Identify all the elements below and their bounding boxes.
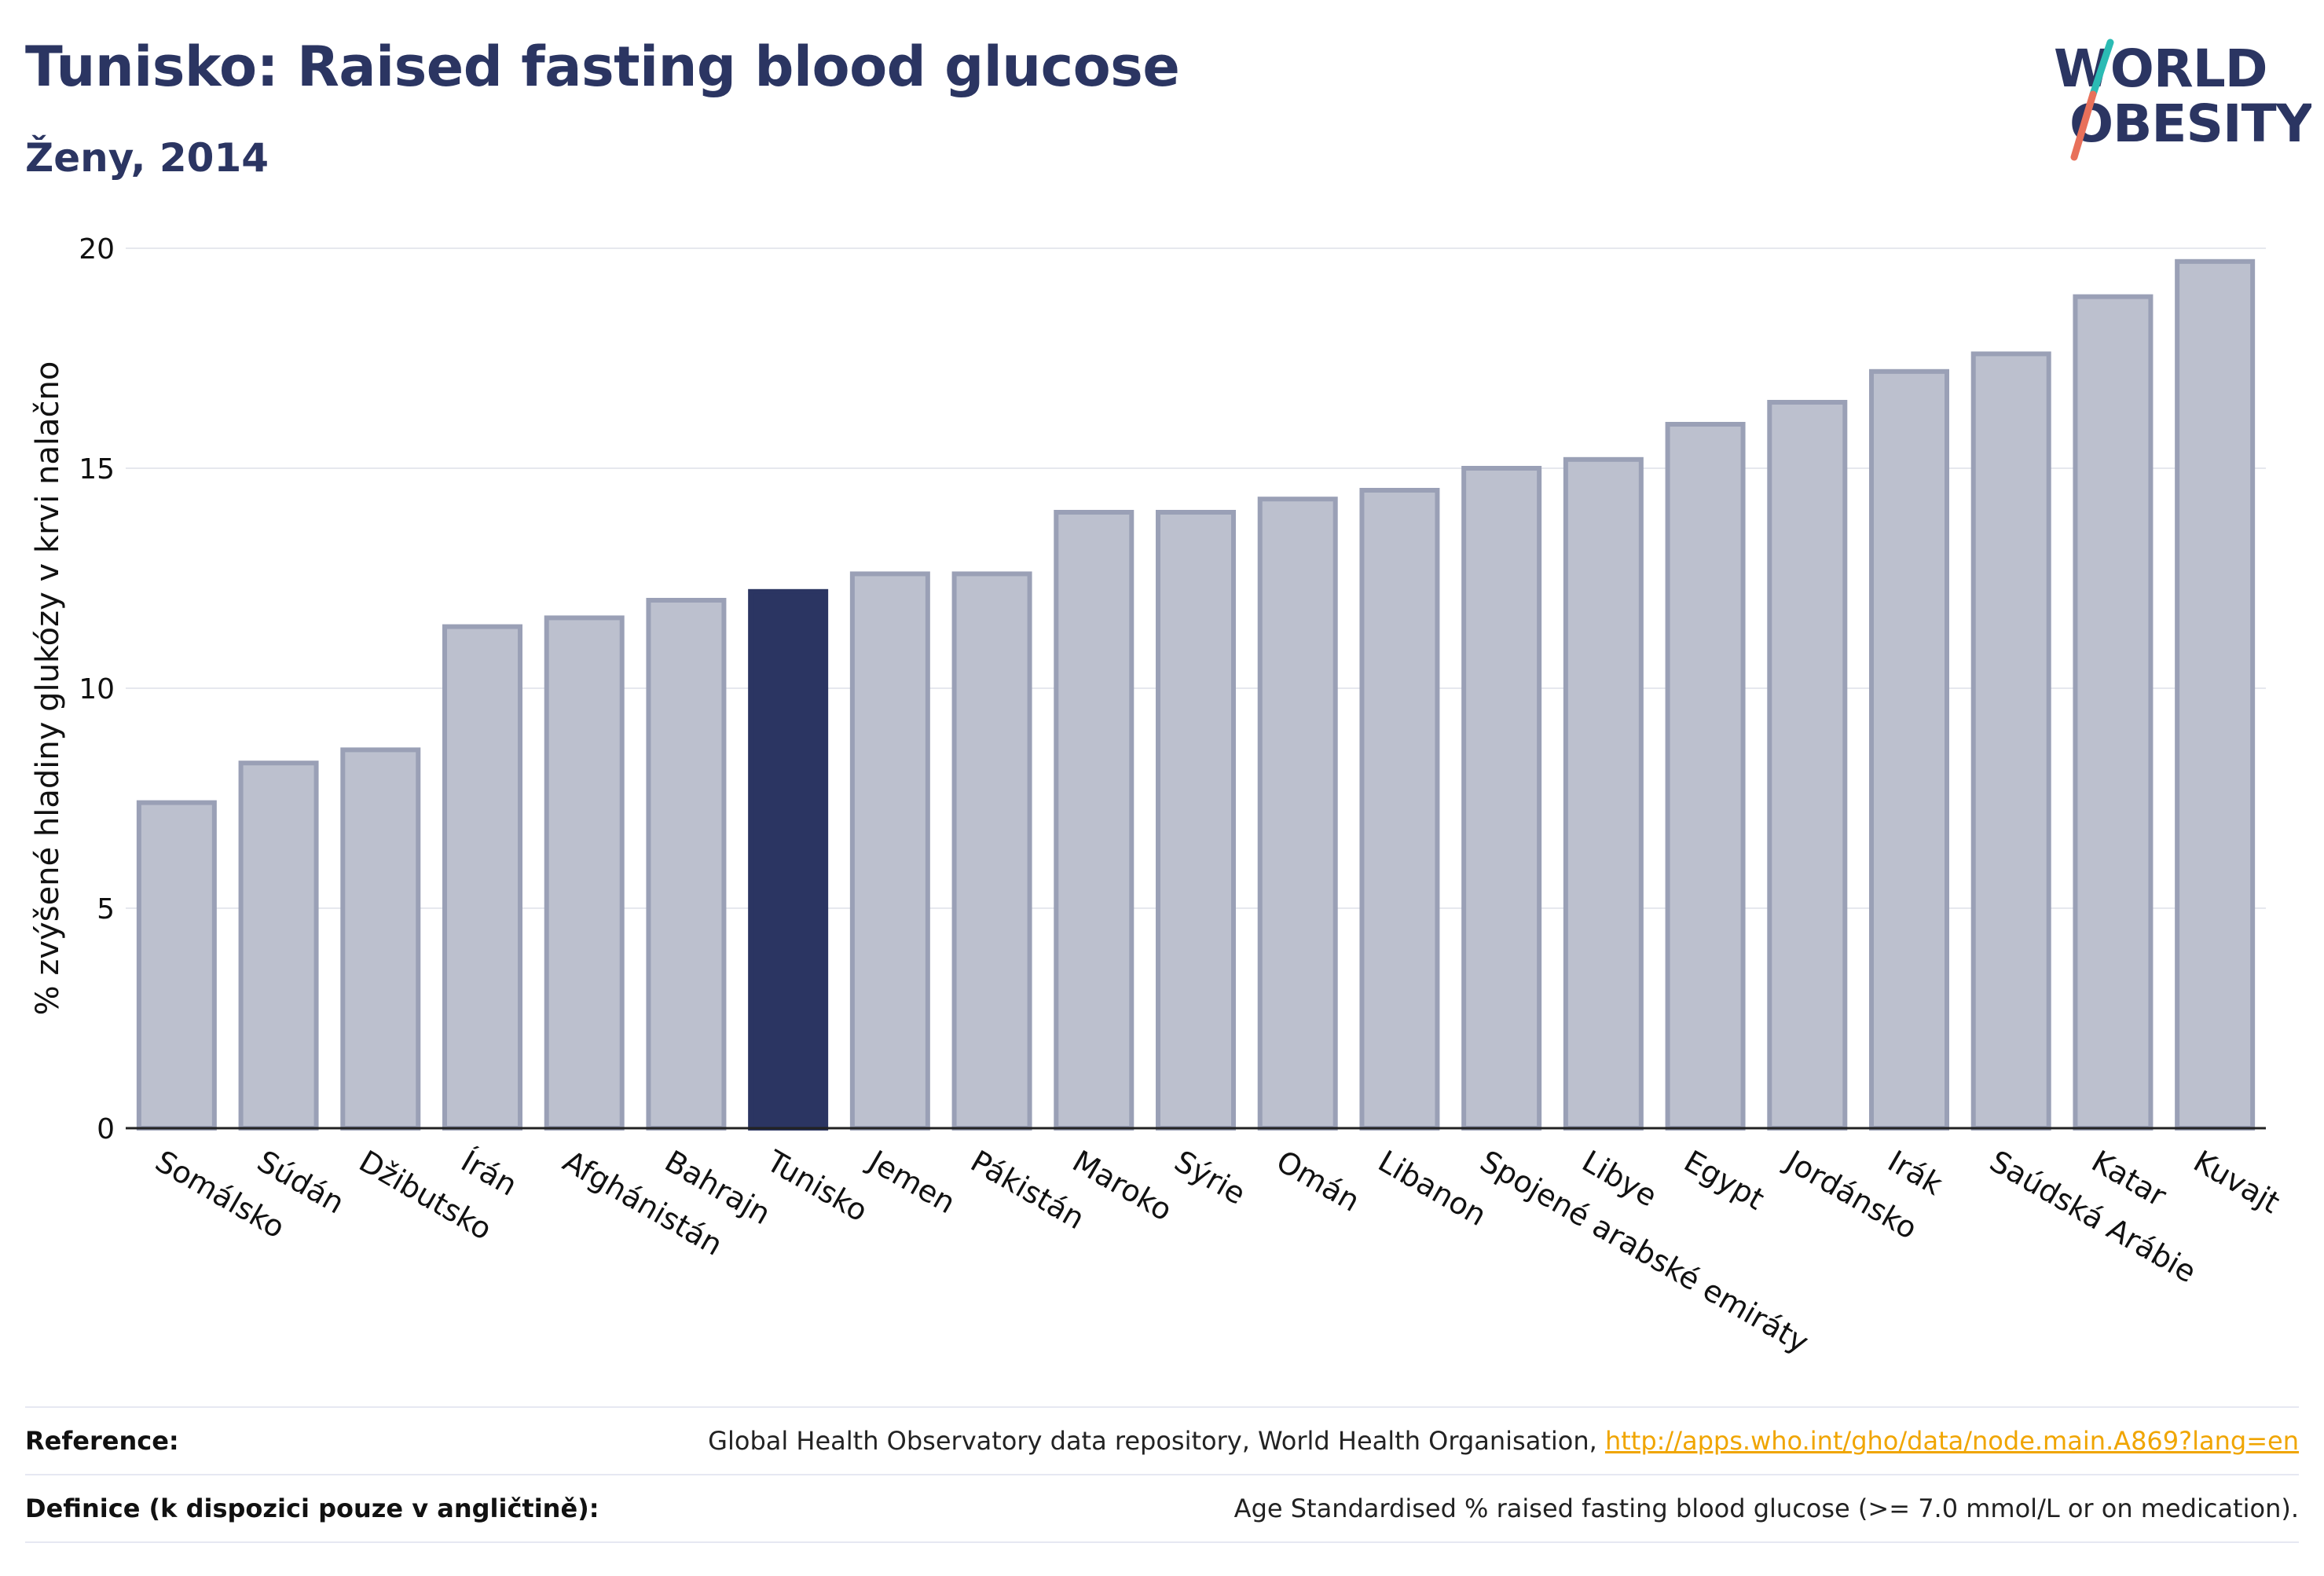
bar [340,747,421,1131]
x-tick-label: Kuvajt [2188,1144,2286,1220]
bar [1563,456,1644,1131]
logo-slash-teal [2089,38,2114,98]
bar [1767,400,1848,1131]
bar [951,571,1032,1131]
reference-value: Global Health Observatory data repositor… [708,1426,2299,1456]
x-tick-label: Sýrie [1169,1144,1252,1211]
x-tick-label: Pákistán [965,1144,1091,1237]
bar [136,800,217,1131]
y-tick-label: 15 [79,453,115,486]
reference-text: Global Health Observatory data repositor… [708,1426,1597,1456]
logo-slash-coral [2070,90,2097,161]
y-tick-label: 10 [79,673,115,706]
y-axis-label: % zvýšené hladiny glukózy v krvi nalačno [30,361,66,1016]
definition-label: Definice (k dispozici pouze v angličtině… [25,1494,599,1523]
y-tick-label: 5 [97,893,115,925]
x-tick-label: Irák [1882,1144,1948,1202]
logo-word-world: WORLD [2054,38,2267,99]
chart-subtitle: Ženy, 2014 [25,135,269,181]
bar [1054,510,1135,1131]
bar [646,598,727,1131]
reference-row: Reference: Global Health Observatory dat… [25,1408,2299,1474]
x-tick-label: Tunisko [761,1143,874,1229]
reference-label: Reference: [25,1426,179,1456]
bar [849,571,930,1131]
footer-divider-bottom [25,1541,2299,1543]
bar [1970,351,2051,1131]
bar [442,624,522,1131]
y-tick-label: 20 [79,233,115,266]
x-tick-label: Libanon [1373,1144,1492,1233]
bar [2175,258,2256,1131]
definition-value: Age Standardised % raised fasting blood … [1233,1494,2299,1523]
footer-divider-mid [25,1474,2299,1475]
bar [1156,510,1236,1131]
x-tick-label: Egypt [1678,1144,1770,1217]
bar [2073,294,2154,1131]
footer-divider-top [25,1406,2299,1408]
reference-link[interactable]: http://apps.who.int/gho/data/node.main.A… [1604,1426,2299,1456]
bar [238,761,319,1131]
y-tick-label: 0 [97,1113,115,1145]
bar [544,615,625,1131]
x-tick-label: Írán [456,1144,523,1203]
bars [136,258,2256,1131]
bar [1869,368,1949,1131]
definition-row: Definice (k dispozici pouze v angličtině… [25,1475,2299,1541]
x-tick-label: Jemen [862,1143,962,1221]
logo-word-obesity: OBESITY [2069,93,2311,154]
bar [1257,497,1338,1131]
axes: 0 5 10 15 20 [79,233,2266,1145]
bar [748,588,829,1131]
x-tick-label: Omán [1270,1144,1365,1219]
chart-title: Tunisko: Raised fasting blood glucose [25,35,1180,99]
world-obesity-logo: WORLD OBESITY [2054,38,2311,161]
bar [1461,466,1542,1131]
bar [1359,488,1440,1131]
bar [1665,422,1746,1131]
